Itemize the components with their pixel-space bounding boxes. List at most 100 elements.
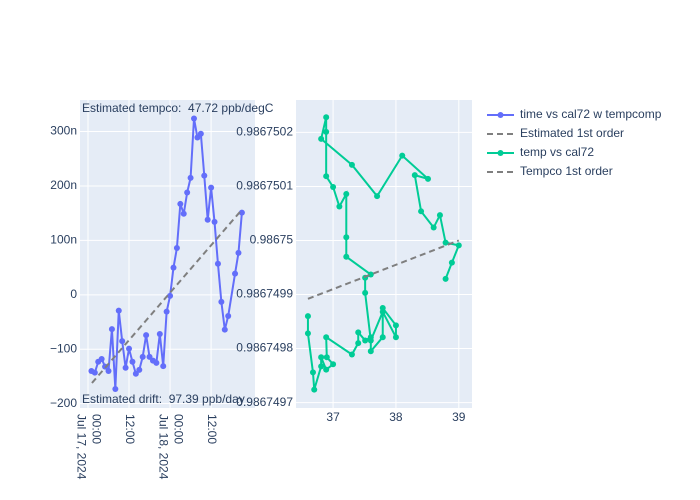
data-point: [112, 385, 119, 392]
data-point: [91, 369, 98, 376]
legend-label: temp vs cal72: [520, 145, 594, 159]
data-point: [348, 351, 355, 358]
data-point: [411, 172, 418, 179]
x-tick-label: 00:00Jul 18, 2024: [156, 414, 185, 480]
y-tick-label: −200: [50, 396, 77, 410]
data-point: [355, 329, 362, 336]
data-point: [455, 242, 462, 249]
data-point: [197, 130, 204, 137]
trend-line: [307, 239, 460, 300]
data-point: [323, 114, 330, 121]
data-point: [379, 308, 386, 315]
data-point: [238, 209, 245, 216]
data-point: [304, 313, 311, 320]
data-point: [442, 239, 449, 246]
y-tick-label: 0.9867501: [236, 179, 293, 193]
legend-label: Estimated 1st order: [520, 126, 624, 140]
data-point: [311, 386, 318, 393]
data-point: [367, 348, 374, 355]
data-point: [323, 334, 330, 341]
data-point: [153, 359, 160, 366]
legend-marker: [497, 112, 504, 118]
data-point: [173, 245, 180, 252]
data-point: [392, 334, 399, 341]
x-tick-label: 00:00Jul 17, 2024: [74, 414, 103, 480]
data-point: [348, 161, 355, 168]
trend-line: [91, 210, 242, 384]
data-point: [330, 361, 337, 368]
x-tick-label: 12:00: [123, 414, 137, 444]
data-point: [330, 183, 337, 190]
data-point: [160, 363, 167, 370]
data-point: [318, 354, 325, 361]
data-point: [156, 330, 163, 337]
data-point: [323, 366, 330, 373]
data-point: [214, 260, 221, 267]
data-point: [132, 370, 139, 377]
data-point: [304, 330, 311, 337]
data-point: [143, 332, 150, 339]
data-point: [194, 134, 201, 141]
data-point: [115, 307, 122, 314]
y-tick-label: 0.9867497: [236, 395, 293, 409]
data-point: [177, 200, 184, 207]
legend-label: Tempco 1st order: [520, 164, 613, 178]
y-tick-label: 0.98675: [250, 233, 294, 247]
plot-background: [80, 100, 255, 408]
data-point: [221, 326, 228, 333]
data-point: [191, 115, 198, 122]
data-point: [430, 224, 437, 231]
annotation: Estimated tempco: 47.72 ppb/degC: [82, 101, 274, 115]
data-point: [204, 216, 211, 223]
data-point: [163, 308, 170, 315]
data-point: [201, 172, 208, 179]
data-point: [126, 345, 133, 352]
annotation: Estimated drift: 97.39 ppb/day: [82, 392, 245, 406]
data-point: [362, 289, 369, 296]
data-point: [318, 363, 325, 370]
data-point: [180, 210, 187, 217]
data-point: [418, 208, 425, 215]
data-point: [442, 275, 449, 282]
data-point: [309, 369, 316, 376]
data-point: [108, 326, 115, 333]
data-point: [139, 353, 146, 360]
data-point: [323, 354, 330, 361]
x-tick-label: 12:00: [205, 414, 219, 444]
data-point: [119, 338, 126, 345]
y-tick-label: 200n: [50, 178, 77, 192]
data-point: [367, 337, 374, 344]
data-point: [146, 353, 153, 360]
data-point: [355, 340, 362, 347]
data-point: [448, 259, 455, 266]
data-point: [122, 364, 129, 371]
data-point: [318, 135, 325, 142]
data-point: [136, 366, 143, 373]
data-point: [167, 292, 174, 299]
y-tick-label: 0.9867498: [236, 341, 293, 355]
legend-label: time vs cal72 w tempcomp: [520, 107, 662, 121]
data-point: [323, 173, 330, 180]
data-point: [343, 253, 350, 260]
series-line: [306, 117, 461, 390]
legend-marker: [497, 150, 504, 156]
series-line: [90, 118, 243, 390]
x-tick-label: 37: [326, 410, 340, 424]
y-tick-label: 300n: [50, 124, 77, 138]
data-point: [98, 356, 105, 363]
data-point: [232, 270, 239, 277]
data-point: [399, 152, 406, 159]
data-point: [343, 234, 350, 241]
data-point: [425, 175, 431, 182]
data-point: [235, 249, 242, 256]
data-point: [362, 337, 369, 344]
data-point: [343, 191, 350, 198]
y-tick-label: 0.9867502: [236, 125, 293, 139]
data-point: [379, 334, 386, 341]
data-point: [218, 298, 225, 305]
data-point: [336, 203, 343, 210]
x-tick-label: 39: [452, 410, 466, 424]
y-tick-label: 100n: [50, 233, 77, 247]
data-point: [225, 313, 232, 320]
